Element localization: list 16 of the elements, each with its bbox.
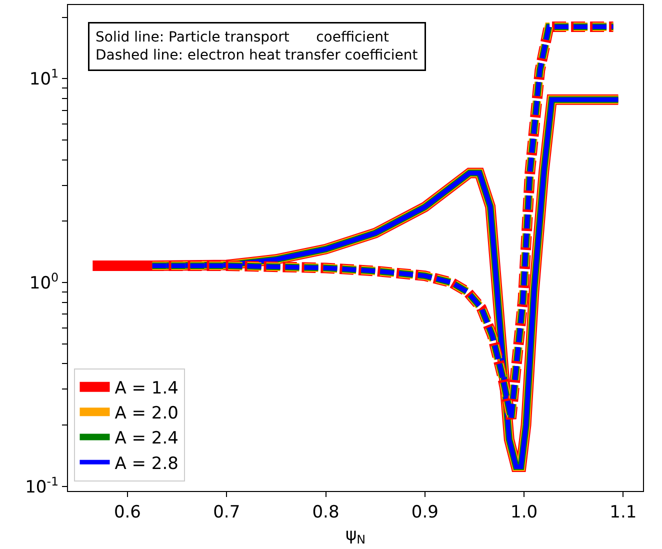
x-tick-label: 0.6 xyxy=(114,502,142,522)
legend-label: A = 2.0 xyxy=(114,404,178,424)
x-tick-label: 0.9 xyxy=(411,502,438,522)
legend-label: A = 2.8 xyxy=(114,454,178,474)
x-tick-label: 0.8 xyxy=(312,502,340,522)
annotation: Solid line: Particle transport coefficient xyxy=(96,30,390,46)
x-tick-label: 1.1 xyxy=(610,502,637,522)
x-tick-label: 0.7 xyxy=(213,502,240,522)
y-tick-label: 10$^{1}$ xyxy=(29,66,59,90)
legend-label: A = 2.4 xyxy=(114,428,178,449)
y-tick-label: 10$^{-1}$ xyxy=(25,474,59,498)
x-axis-title: ψ$_{N}$ xyxy=(345,524,366,546)
legend-label: A = 1.4 xyxy=(114,378,178,398)
annotation: Dashed line: electron heat transfer coefficient xyxy=(96,48,418,64)
y-tick-label: 10$^{0}$ xyxy=(29,270,59,294)
x-tick-label: 1.0 xyxy=(510,502,538,522)
